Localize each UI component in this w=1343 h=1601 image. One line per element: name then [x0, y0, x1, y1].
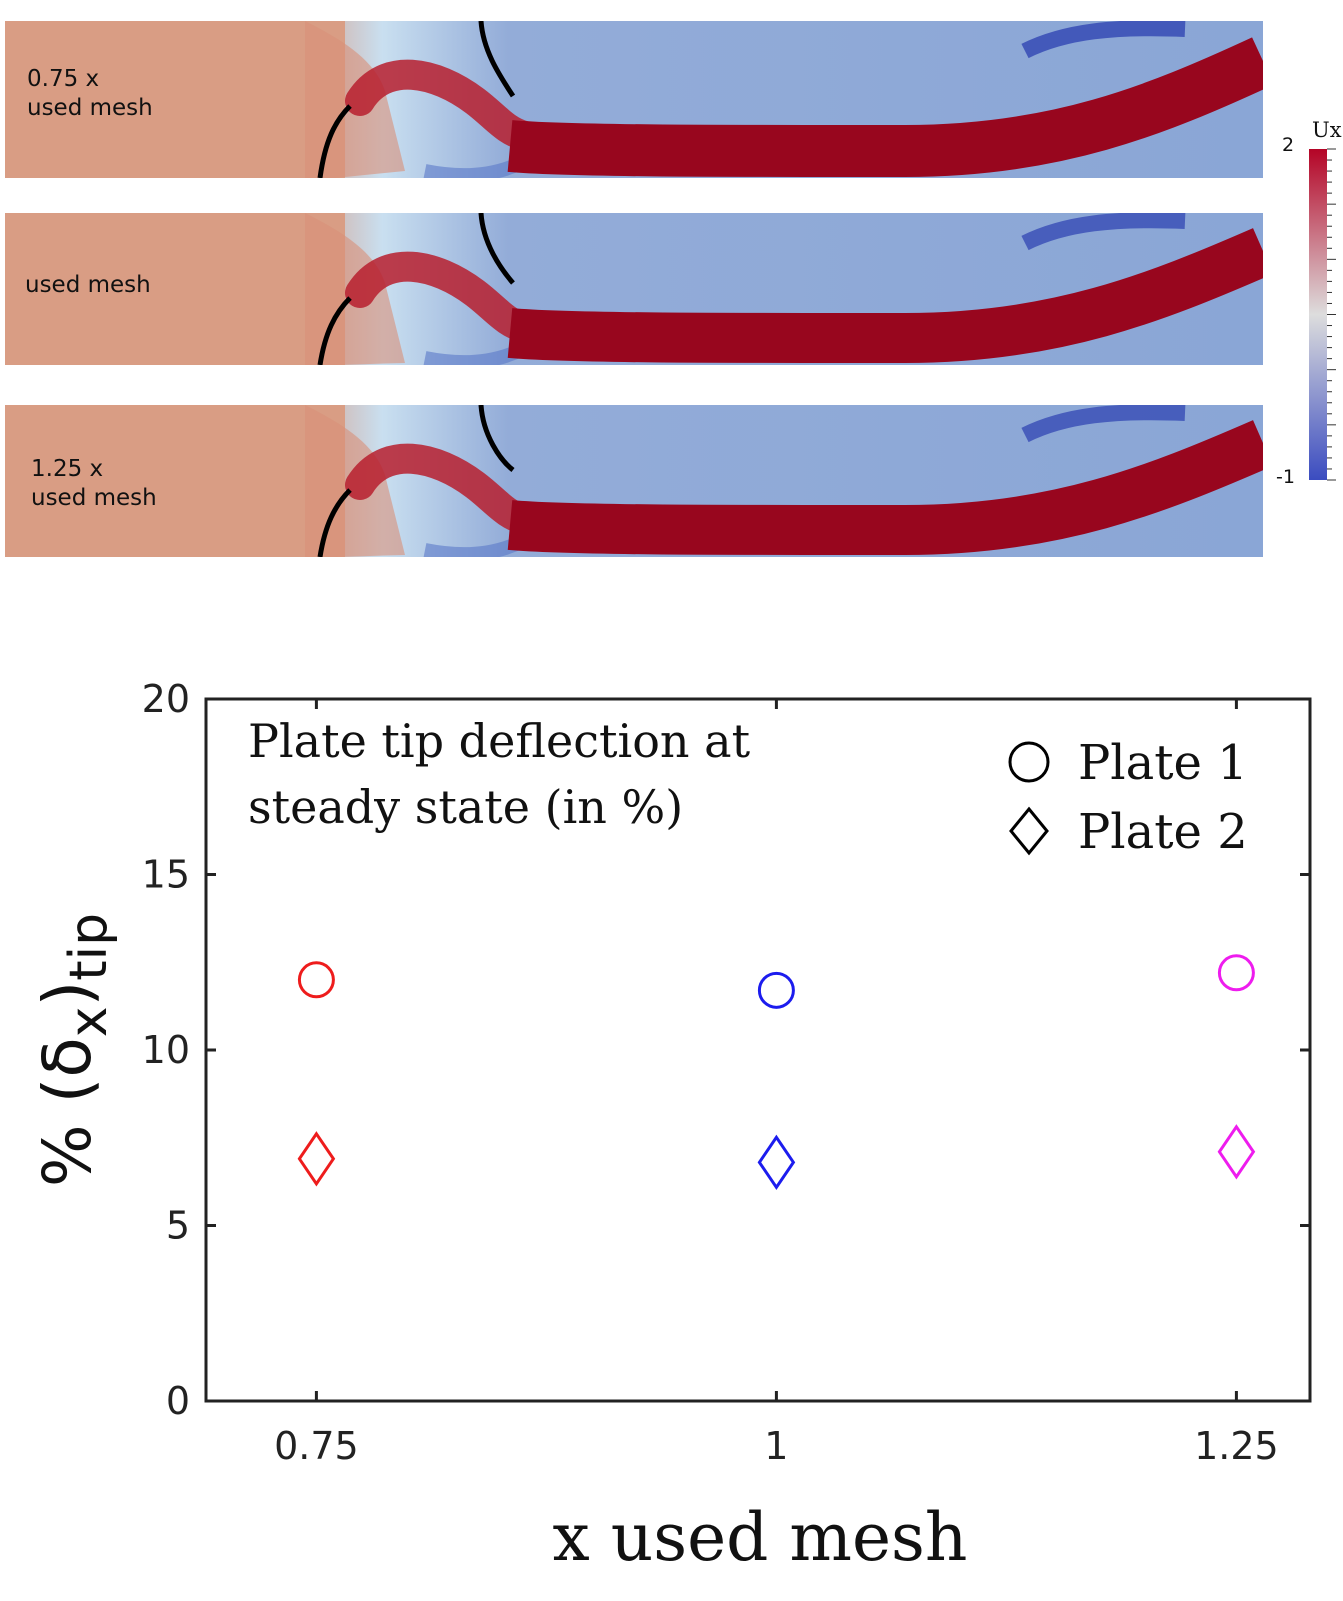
- colorbar-scale: [1309, 148, 1336, 481]
- legend-circle-marker: [1008, 741, 1050, 783]
- legend-label-plate-2: Plate 2: [1078, 804, 1248, 860]
- data-point-plate-1: [1217, 954, 1255, 992]
- data-point-plate-2: [1217, 1124, 1256, 1180]
- panel-label: used mesh: [25, 272, 151, 298]
- y-tick-label: 5: [166, 1204, 190, 1248]
- colorbar-min-label: -1: [1276, 466, 1295, 488]
- legend-label-plate-1: Plate 1: [1078, 735, 1248, 791]
- y-axis-label-main: % (δ: [29, 1037, 106, 1187]
- x-tick-label: 1.25: [1194, 1424, 1279, 1468]
- panel-label: 0.75 x used mesh: [27, 66, 153, 121]
- legend-diamond-marker: [1009, 806, 1049, 856]
- colorbar-title: Ux: [1312, 118, 1342, 142]
- chart-annotation-line-2: steady state (in %): [248, 780, 683, 834]
- y-axis-label-sub-tip: tip: [59, 913, 119, 981]
- x-axis-label: x used mesh: [553, 1499, 968, 1576]
- chart-annotation-line-1: Plate tip deflection at: [248, 714, 751, 768]
- colorbar-max-label: 2: [1282, 134, 1295, 156]
- data-point-plate-1: [297, 961, 335, 999]
- x-tick-label: 0.75: [274, 1424, 359, 1468]
- data-point-plate-2: [757, 1134, 796, 1190]
- data-point-plate-2: [297, 1131, 336, 1187]
- velocity-field-image: [5, 213, 1263, 365]
- y-tick-label: 0: [166, 1379, 190, 1423]
- y-tick-label: 15: [142, 853, 190, 897]
- svg-text:% (δx)tip: % (δx)tip: [29, 913, 119, 1187]
- flow-panel-0-75: 0.75 x used mesh: [5, 21, 1263, 178]
- flow-panel-1-25: 1.25 x used mesh: [5, 405, 1263, 562]
- y-tick-label: 10: [142, 1028, 190, 1072]
- scatter-chart: 0 5 10 15 20 0.75 1 1.25 Plate tip deflection a…: [29, 677, 1312, 1576]
- flow-panel-1-00: used mesh: [5, 213, 1263, 370]
- y-axis-label-sub-x: x: [59, 1006, 119, 1037]
- y-axis-label: % (δx)tip: [29, 913, 119, 1187]
- velocity-field-image: [5, 21, 1263, 178]
- velocity-field-image: [5, 405, 1263, 557]
- y-tick-label: 20: [142, 677, 190, 721]
- legend: Plate 1 Plate 2: [1008, 735, 1248, 860]
- panel-label: 1.25 x used mesh: [31, 456, 157, 511]
- data-point-plate-1: [757, 971, 795, 1009]
- x-tick-label: 1: [764, 1424, 788, 1468]
